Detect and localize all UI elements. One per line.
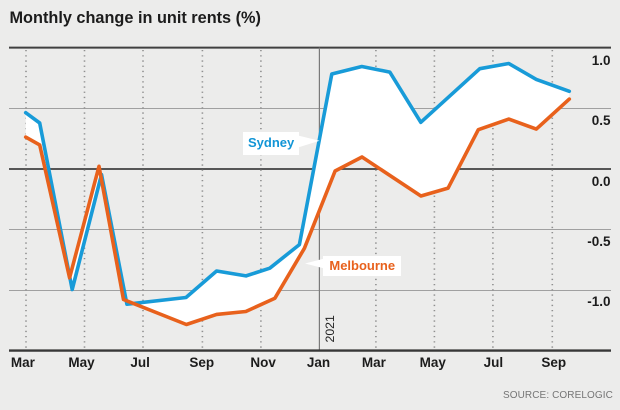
svg-text:2021: 2021	[323, 315, 337, 343]
